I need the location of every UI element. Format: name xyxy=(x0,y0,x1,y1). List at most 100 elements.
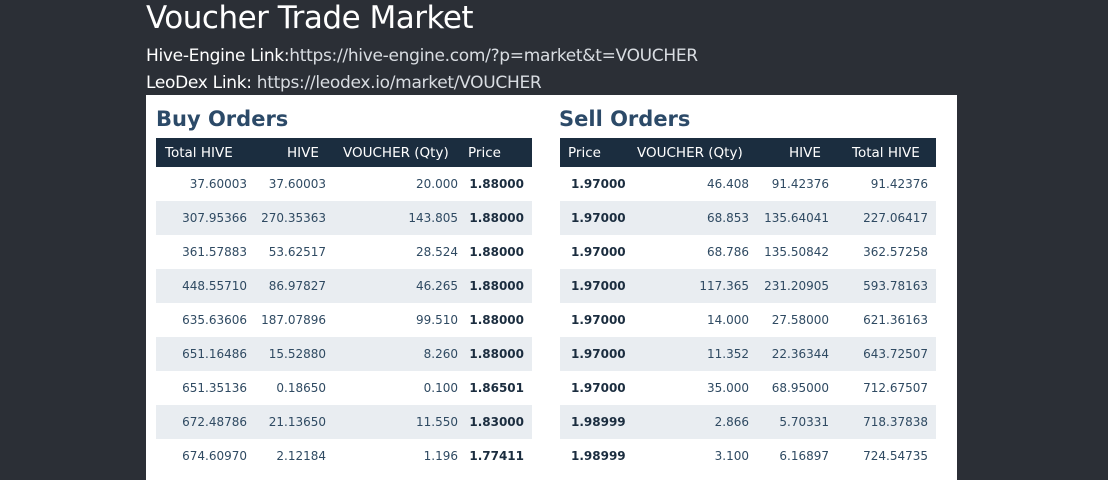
sell-cell-qty: 68.786 xyxy=(628,235,757,269)
sell-cell-total-hive: 593.78163 xyxy=(837,269,936,303)
buy-col-total-hive[interactable]: Total HIVE xyxy=(156,138,255,167)
buy-cell-price: 1.83000 xyxy=(466,405,532,439)
buy-order-row[interactable]: 307.95366 270.35363 143.805 1.88000 xyxy=(156,201,532,235)
sell-cell-qty: 117.365 xyxy=(628,269,757,303)
sell-cell-qty: 14.000 xyxy=(628,303,757,337)
sell-order-row[interactable]: 1.98999 2.866 5.70331 718.37838 xyxy=(560,405,936,439)
buy-order-row[interactable]: 448.55710 86.97827 46.265 1.88000 xyxy=(156,269,532,303)
buy-cell-qty: 46.265 xyxy=(334,269,466,303)
buy-cell-price: 1.86501 xyxy=(466,371,532,405)
buy-cell-hive: 86.97827 xyxy=(255,269,334,303)
sell-order-row[interactable]: 1.97000 35.000 68.95000 712.67507 xyxy=(560,371,936,405)
buy-cell-total-hive: 448.55710 xyxy=(156,269,255,303)
sell-cell-hive: 135.50842 xyxy=(757,235,837,269)
sell-cell-price: 1.98999 xyxy=(560,405,628,439)
buy-cell-total-hive: 37.60003 xyxy=(156,167,255,201)
sell-cell-hive: 231.20905 xyxy=(757,269,837,303)
buy-col-price[interactable]: Price xyxy=(466,138,532,167)
sell-col-voucher-qty[interactable]: VOUCHER (Qty) xyxy=(628,138,757,167)
buy-order-row[interactable]: 672.48786 21.13650 11.550 1.83000 xyxy=(156,405,532,439)
buy-orders-title: Buy Orders xyxy=(156,107,289,131)
sell-cell-price: 1.97000 xyxy=(560,371,628,405)
buy-cell-total-hive: 307.95366 xyxy=(156,201,255,235)
buy-cell-price: 1.88000 xyxy=(466,269,532,303)
sell-cell-hive: 22.36344 xyxy=(757,337,837,371)
buy-cell-total-hive: 635.63606 xyxy=(156,303,255,337)
sell-cell-price: 1.97000 xyxy=(560,303,628,337)
leodex-link-label: LeoDex Link: xyxy=(146,73,257,93)
sell-order-row[interactable]: 1.97000 11.352 22.36344 643.72507 xyxy=(560,337,936,371)
buy-order-row[interactable]: 651.35136 0.18650 0.100 1.86501 xyxy=(156,371,532,405)
sell-cell-hive: 68.95000 xyxy=(757,371,837,405)
sell-cell-price: 1.97000 xyxy=(560,167,628,201)
buy-cell-hive: 0.18650 xyxy=(255,371,334,405)
buy-cell-total-hive: 672.48786 xyxy=(156,405,255,439)
sell-cell-qty: 2.866 xyxy=(628,405,757,439)
sell-cell-total-hive: 91.42376 xyxy=(837,167,936,201)
buy-col-hive[interactable]: HIVE xyxy=(255,138,334,167)
buy-order-row[interactable]: 651.16486 15.52880 8.260 1.88000 xyxy=(156,337,532,371)
buy-cell-qty: 0.100 xyxy=(334,371,466,405)
sell-order-row[interactable]: 1.98999 3.100 6.16897 724.54735 xyxy=(560,439,936,473)
buy-cell-price: 1.88000 xyxy=(466,303,532,337)
sell-orders-header-row: Price VOUCHER (Qty) HIVE Total HIVE xyxy=(560,138,936,167)
sell-cell-hive: 135.64041 xyxy=(757,201,837,235)
hive-engine-link-label: Hive-Engine Link: xyxy=(146,46,290,66)
sell-col-hive[interactable]: HIVE xyxy=(757,138,837,167)
buy-cell-hive: 21.13650 xyxy=(255,405,334,439)
sell-cell-total-hive: 643.72507 xyxy=(837,337,936,371)
sell-order-row[interactable]: 1.97000 68.853 135.64041 227.06417 xyxy=(560,201,936,235)
buy-orders-header-row: Total HIVE HIVE VOUCHER (Qty) Price xyxy=(156,138,532,167)
buy-order-row[interactable]: 37.60003 37.60003 20.000 1.88000 xyxy=(156,167,532,201)
buy-cell-hive: 37.60003 xyxy=(255,167,334,201)
sell-cell-total-hive: 362.57258 xyxy=(837,235,936,269)
sell-cell-total-hive: 712.67507 xyxy=(837,371,936,405)
sell-orders-table: Price VOUCHER (Qty) HIVE Total HIVE 1.97… xyxy=(560,138,936,473)
buy-cell-price: 1.77411 xyxy=(466,439,532,473)
buy-cell-price: 1.88000 xyxy=(466,167,532,201)
sell-order-row[interactable]: 1.97000 68.786 135.50842 362.57258 xyxy=(560,235,936,269)
sell-cell-price: 1.97000 xyxy=(560,235,628,269)
sell-cell-hive: 5.70331 xyxy=(757,405,837,439)
buy-cell-price: 1.88000 xyxy=(466,235,532,269)
buy-cell-qty: 99.510 xyxy=(334,303,466,337)
buy-col-voucher-qty[interactable]: VOUCHER (Qty) xyxy=(334,138,466,167)
orders-panel: Buy Orders Sell Orders Total HIVE HIVE V… xyxy=(146,95,957,480)
sell-cell-qty: 3.100 xyxy=(628,439,757,473)
buy-cell-qty: 20.000 xyxy=(334,167,466,201)
sell-cell-total-hive: 621.36163 xyxy=(837,303,936,337)
sell-cell-qty: 68.853 xyxy=(628,201,757,235)
buy-cell-price: 1.88000 xyxy=(466,201,532,235)
sell-cell-hive: 91.42376 xyxy=(757,167,837,201)
buy-orders-table: Total HIVE HIVE VOUCHER (Qty) Price 37.6… xyxy=(156,138,532,473)
buy-order-row[interactable]: 635.63606 187.07896 99.510 1.88000 xyxy=(156,303,532,337)
hive-engine-link[interactable]: https://hive-engine.com/?p=market&t=VOUC… xyxy=(289,46,698,66)
buy-cell-hive: 2.12184 xyxy=(255,439,334,473)
sell-cell-price: 1.98999 xyxy=(560,439,628,473)
buy-cell-qty: 1.196 xyxy=(334,439,466,473)
sell-cell-qty: 35.000 xyxy=(628,371,757,405)
sell-cell-price: 1.97000 xyxy=(560,269,628,303)
sell-col-total-hive[interactable]: Total HIVE xyxy=(837,138,936,167)
page-title: Voucher Trade Market xyxy=(146,0,474,36)
hive-engine-link-line: Hive-Engine Link:https://hive-engine.com… xyxy=(146,45,698,67)
sell-cell-price: 1.97000 xyxy=(560,337,628,371)
sell-order-row[interactable]: 1.97000 117.365 231.20905 593.78163 xyxy=(560,269,936,303)
buy-cell-qty: 8.260 xyxy=(334,337,466,371)
sell-cell-qty: 11.352 xyxy=(628,337,757,371)
buy-order-row[interactable]: 361.57883 53.62517 28.524 1.88000 xyxy=(156,235,532,269)
sell-col-price[interactable]: Price xyxy=(560,138,628,167)
leodex-link[interactable]: https://leodex.io/market/VOUCHER xyxy=(256,73,542,93)
sell-cell-hive: 6.16897 xyxy=(757,439,837,473)
buy-order-row[interactable]: 674.60970 2.12184 1.196 1.77411 xyxy=(156,439,532,473)
buy-cell-qty: 143.805 xyxy=(334,201,466,235)
sell-order-row[interactable]: 1.97000 46.408 91.42376 91.42376 xyxy=(560,167,936,201)
buy-cell-total-hive: 674.60970 xyxy=(156,439,255,473)
buy-cell-price: 1.88000 xyxy=(466,337,532,371)
sell-order-row[interactable]: 1.97000 14.000 27.58000 621.36163 xyxy=(560,303,936,337)
buy-cell-total-hive: 361.57883 xyxy=(156,235,255,269)
buy-cell-qty: 28.524 xyxy=(334,235,466,269)
sell-cell-hive: 27.58000 xyxy=(757,303,837,337)
sell-cell-total-hive: 724.54735 xyxy=(837,439,936,473)
